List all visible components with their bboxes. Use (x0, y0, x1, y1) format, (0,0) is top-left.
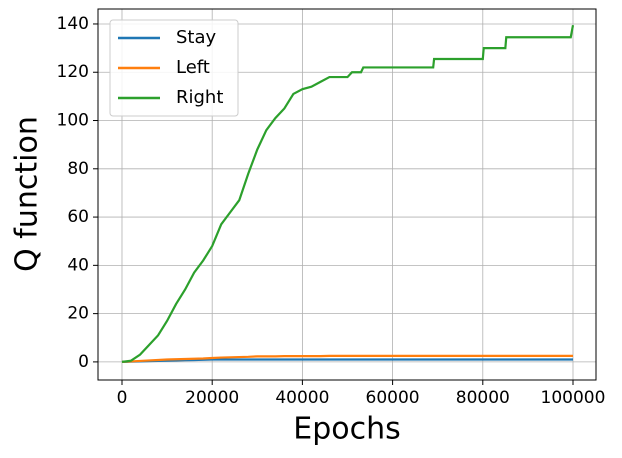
data-line (121, 358, 573, 363)
data-line (121, 354, 573, 363)
data-line (121, 24, 575, 363)
y-tick-label: 20 (67, 304, 89, 324)
x-tick-label: 100000 (541, 388, 606, 408)
y-tick-label: 80 (67, 159, 89, 179)
y-tick-label: 40 (67, 255, 89, 275)
legend-box (109, 19, 239, 117)
x-tick-label: 60000 (366, 388, 420, 408)
y-tick-label: 0 (78, 352, 89, 372)
y-tick-label: 140 (57, 14, 89, 34)
y-tick-label: 60 (67, 207, 89, 227)
y-tick-label: 100 (57, 111, 89, 131)
y-tick-label: 120 (57, 62, 89, 82)
x-tick-label: 80000 (456, 388, 510, 408)
y-axis-label: Q function (10, 116, 45, 272)
legend-label: Left (176, 57, 210, 78)
x-tick-label: 40000 (275, 388, 329, 408)
plot-frame (97, 8, 597, 381)
x-tick-label: 20000 (185, 388, 239, 408)
x-axis-label: Epochs (293, 412, 401, 447)
x-tick-label: 0 (117, 388, 128, 408)
legend-label: Right (176, 87, 223, 108)
legend-label: Stay (176, 27, 217, 48)
